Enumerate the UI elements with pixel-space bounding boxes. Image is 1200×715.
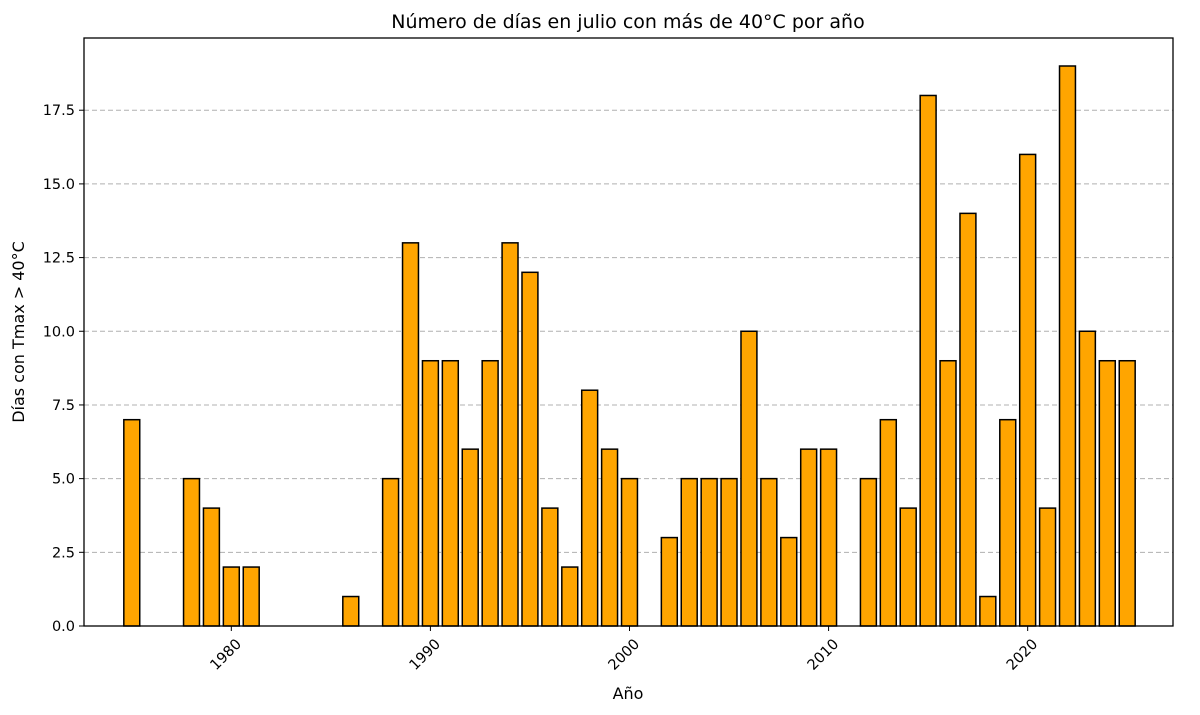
bar-1986 xyxy=(342,595,360,627)
bar-2019 xyxy=(999,418,1017,627)
bar-2004 xyxy=(700,477,718,627)
y-tick-label: 0.0 xyxy=(52,619,75,635)
bar-2015 xyxy=(919,94,937,627)
y-axis-label: Días con Tmax > 40°C xyxy=(9,241,28,423)
bars xyxy=(123,65,1136,627)
y-tick-label: 2.5 xyxy=(52,545,75,561)
bar-1997 xyxy=(561,566,579,627)
x-tick-label: 2000 xyxy=(606,636,643,673)
bar-1988 xyxy=(381,477,400,627)
bar-2006 xyxy=(740,330,758,627)
x-tick-label: 1990 xyxy=(407,636,444,673)
bar-1993 xyxy=(481,359,499,627)
x-tick-label: 1980 xyxy=(208,636,245,673)
bar-1978 xyxy=(182,477,201,627)
y-tick-label: 12.5 xyxy=(43,251,75,267)
y-axis: 0.0 2.5 5.0 7.5 10.0 12.5 15.0 17.5 xyxy=(43,103,84,635)
bar-2003 xyxy=(680,477,698,627)
bar-2024 xyxy=(1098,359,1117,627)
chart-title: Número de días en julio con más de 40°C … xyxy=(391,11,864,33)
bar-1979 xyxy=(202,507,221,627)
x-axis-label: Año xyxy=(613,684,644,703)
bar-2017 xyxy=(959,212,977,627)
plot-frame xyxy=(83,37,1174,627)
bar-2009 xyxy=(799,448,818,627)
bar-2023 xyxy=(1078,330,1097,627)
bar-2012 xyxy=(859,477,878,627)
bar-1992 xyxy=(461,448,479,627)
bar-2002 xyxy=(660,536,679,627)
x-axis: 1980 1990 2000 2010 2020 xyxy=(208,626,1041,674)
x-tick-label: 2010 xyxy=(805,636,842,673)
bar-1999 xyxy=(600,448,619,627)
bar-2000 xyxy=(620,477,639,627)
bar-1998 xyxy=(580,389,599,627)
bar-2008 xyxy=(780,536,798,627)
bar-1981 xyxy=(242,566,260,627)
bar-1975 xyxy=(123,418,141,627)
y-tick-label: 10.0 xyxy=(43,324,75,340)
y-tick-label: 15.0 xyxy=(43,177,75,193)
y-tick-label: 7.5 xyxy=(52,398,75,414)
bar-1996 xyxy=(541,507,559,627)
bar-2005 xyxy=(720,477,738,627)
bar-1995 xyxy=(521,271,539,627)
bar-2013 xyxy=(879,418,898,627)
bar-2020 xyxy=(1018,153,1037,627)
y-tick-label: 5.0 xyxy=(52,472,75,488)
x-tick-label: 2020 xyxy=(1004,636,1041,673)
bar-1991 xyxy=(441,359,460,627)
bar-2022 xyxy=(1058,65,1077,627)
bar-2025 xyxy=(1118,359,1136,627)
bar-2014 xyxy=(899,507,917,627)
bar-2021 xyxy=(1038,507,1057,627)
bar-2007 xyxy=(760,477,778,627)
bar-1994 xyxy=(501,242,519,627)
bar-1989 xyxy=(401,242,420,627)
y-tick-label: 17.5 xyxy=(43,103,75,119)
bar-1980 xyxy=(222,566,241,627)
bar-2018 xyxy=(979,595,997,627)
bar-1990 xyxy=(421,359,440,627)
bar-2010 xyxy=(819,448,838,627)
bar-2016 xyxy=(939,359,957,627)
